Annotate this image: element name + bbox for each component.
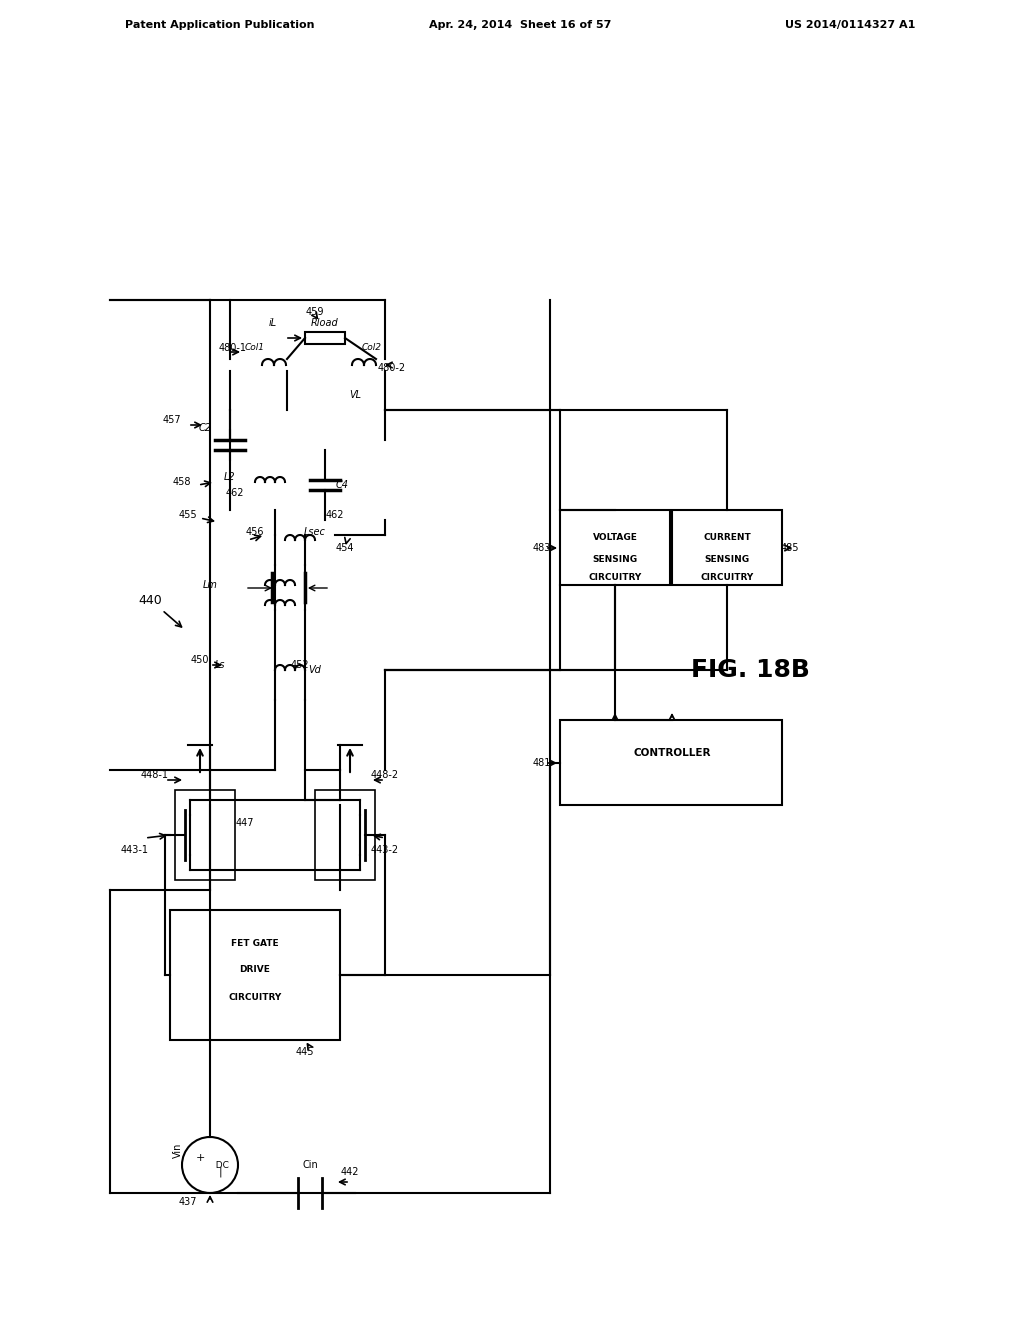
Text: 485: 485 (780, 543, 800, 553)
Text: VL: VL (349, 389, 361, 400)
Text: CIRCUITRY: CIRCUITRY (228, 993, 282, 1002)
Text: DC: DC (210, 1160, 229, 1170)
Text: 437: 437 (179, 1197, 198, 1206)
Text: 450: 450 (190, 655, 209, 665)
Text: SENSING: SENSING (593, 556, 638, 565)
Text: 448-1: 448-1 (141, 770, 169, 780)
Bar (305, 333, 345, 345)
Text: 462: 462 (225, 488, 245, 498)
Text: DRIVE: DRIVE (240, 965, 270, 974)
Text: CONTROLLER: CONTROLLER (633, 748, 711, 758)
Text: 480-2: 480-2 (378, 363, 407, 374)
Text: 483: 483 (532, 543, 551, 553)
Text: 459: 459 (306, 308, 325, 317)
Text: CIRCUITRY: CIRCUITRY (589, 573, 642, 582)
Text: 440: 440 (138, 594, 162, 606)
Text: Vd: Vd (308, 665, 322, 675)
Text: Col2: Col2 (362, 343, 382, 352)
Bar (170, 909, 340, 1040)
Text: VOLTAGE: VOLTAGE (593, 533, 637, 543)
Text: 481: 481 (532, 758, 551, 768)
Text: CURRENT: CURRENT (703, 533, 751, 543)
Text: L2: L2 (224, 473, 236, 482)
Text: FIG. 18B: FIG. 18B (690, 657, 809, 682)
Text: Rload: Rload (311, 318, 339, 327)
Bar (175, 789, 234, 880)
Text: CIRCUITRY: CIRCUITRY (700, 573, 754, 582)
Text: C4: C4 (336, 480, 348, 490)
Text: Patent Application Publication: Patent Application Publication (125, 20, 314, 30)
Text: Col1: Col1 (245, 343, 265, 352)
Text: 480-1: 480-1 (219, 343, 247, 352)
Text: 457: 457 (163, 414, 181, 425)
Bar (315, 789, 375, 880)
Text: |: | (218, 1167, 222, 1177)
Text: 454: 454 (336, 543, 354, 553)
Text: 445: 445 (296, 1047, 314, 1057)
Text: Lsec: Lsec (304, 527, 326, 537)
Text: 443-2: 443-2 (371, 845, 399, 855)
Text: SENSING: SENSING (705, 556, 750, 565)
Text: 456: 456 (246, 527, 264, 537)
Text: Lm: Lm (203, 579, 217, 590)
Text: Vin: Vin (173, 1142, 183, 1158)
Text: 455: 455 (178, 510, 198, 520)
Text: 443-1: 443-1 (121, 845, 150, 855)
Text: Ls: Ls (215, 660, 225, 671)
Text: 442: 442 (341, 1167, 359, 1177)
Bar (560, 510, 670, 585)
Bar (672, 510, 782, 585)
Text: 462: 462 (326, 510, 344, 520)
Text: iL: iL (269, 318, 278, 327)
Text: FET GATE: FET GATE (231, 939, 279, 948)
Text: C2: C2 (199, 422, 212, 433)
Text: 452: 452 (291, 660, 309, 671)
Text: 447: 447 (236, 818, 254, 828)
Bar (560, 719, 782, 805)
Text: 448-2: 448-2 (371, 770, 399, 780)
Text: +: + (196, 1152, 205, 1163)
Text: Cin: Cin (302, 1160, 317, 1170)
Text: US 2014/0114327 A1: US 2014/0114327 A1 (784, 20, 915, 30)
Text: Apr. 24, 2014  Sheet 16 of 57: Apr. 24, 2014 Sheet 16 of 57 (429, 20, 611, 30)
Text: 458: 458 (173, 477, 191, 487)
